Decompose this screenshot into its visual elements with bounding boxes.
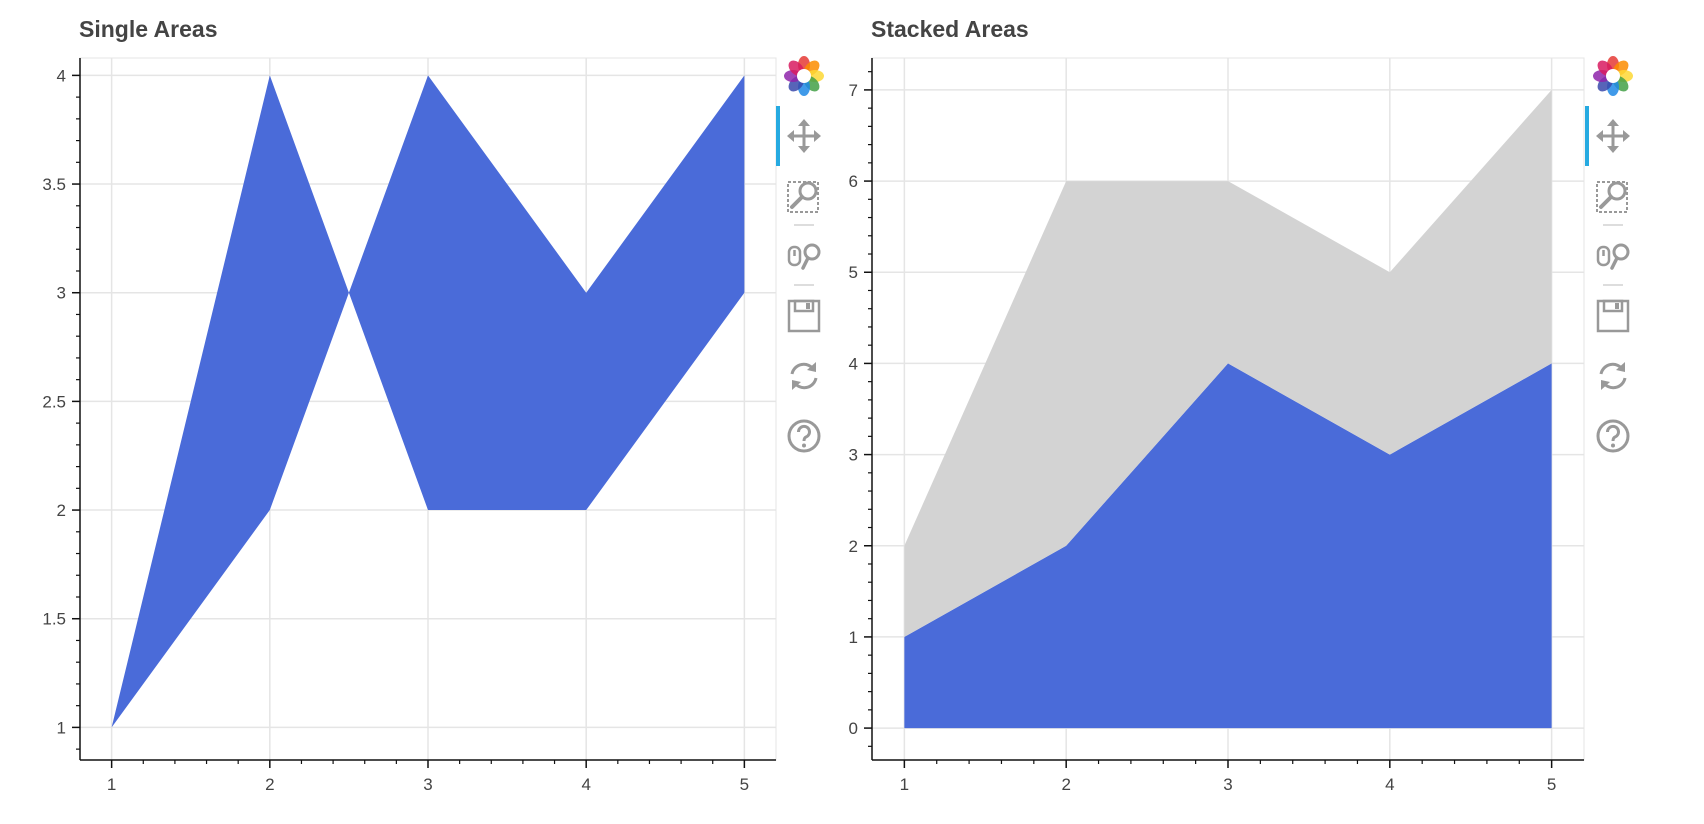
y-tick-label: 3.5 xyxy=(42,175,66,194)
x-tick-label: 5 xyxy=(740,775,749,794)
y-tick-label: 2.5 xyxy=(42,392,66,411)
x-tick-label: 2 xyxy=(265,775,274,794)
bokeh-logo-icon xyxy=(1591,54,1635,98)
toolbar-separator xyxy=(1603,224,1623,226)
pan-icon xyxy=(1595,118,1631,154)
y-tick-label: 4 xyxy=(849,354,858,373)
y-tick-label: 6 xyxy=(849,172,858,191)
x-tick-label: 1 xyxy=(107,775,116,794)
x-tick-label: 2 xyxy=(1061,775,1070,794)
x-tick-label: 4 xyxy=(581,775,590,794)
toolbar-separator xyxy=(794,284,814,286)
y-tick-label: 1.5 xyxy=(42,610,66,629)
y-tick-label: 4 xyxy=(57,66,66,85)
toolbar-separator xyxy=(1603,284,1623,286)
area-series-1 xyxy=(111,75,745,728)
reset-icon xyxy=(1595,358,1631,394)
y-tick-label: 0 xyxy=(849,719,858,738)
reset-tool-single[interactable] xyxy=(778,354,830,398)
pan-icon xyxy=(786,118,822,154)
y-tick-label: 2 xyxy=(57,501,66,520)
pan-tool-single[interactable] xyxy=(778,114,830,158)
bokeh-logo-tool-single[interactable] xyxy=(778,54,830,98)
y-tick-label: 2 xyxy=(849,537,858,556)
save-tool-single[interactable] xyxy=(778,294,830,338)
stacked-area-series-1 xyxy=(904,363,1552,729)
help-icon xyxy=(786,418,822,454)
chart-title-single-areas: Single Areas xyxy=(79,16,218,42)
pan-tool-stacked[interactable] xyxy=(1587,114,1639,158)
x-tick-label: 3 xyxy=(1223,775,1232,794)
wheel-zoom-icon xyxy=(1595,238,1631,274)
bokeh-logo-tool-stacked[interactable] xyxy=(1587,54,1639,98)
box-zoom-tool-stacked[interactable] xyxy=(1587,174,1639,218)
active-tool-indicator xyxy=(776,106,780,166)
x-tick-label: 1 xyxy=(900,775,909,794)
x-tick-label: 4 xyxy=(1385,775,1394,794)
reset-icon xyxy=(786,358,822,394)
box-zoom-tool-single[interactable] xyxy=(778,174,830,218)
wheel-zoom-tool-single[interactable] xyxy=(778,234,830,278)
help-tool-single[interactable] xyxy=(778,414,830,458)
box-zoom-icon xyxy=(786,178,822,214)
chart-title-stacked-areas: Stacked Areas xyxy=(871,16,1029,42)
stacked-area-series-2 xyxy=(904,89,1552,637)
box-zoom-icon xyxy=(1595,178,1631,214)
y-tick-label: 3 xyxy=(57,284,66,303)
save-icon xyxy=(786,298,822,334)
chart-1: 1 1.5 2 2.5 3 3.5 4 1 2 3 4 5 xyxy=(42,57,777,794)
toolbar-separator xyxy=(794,224,814,226)
chart-2: 0 1 2 3 4 5 6 7 1 2 3 4 5 xyxy=(849,57,1585,794)
y-tick-label: 1 xyxy=(849,628,858,647)
save-icon xyxy=(1595,298,1631,334)
x-tick-label: 3 xyxy=(423,775,432,794)
bokeh-logo-icon xyxy=(782,54,826,98)
wheel-zoom-icon xyxy=(786,238,822,274)
help-tool-stacked[interactable] xyxy=(1587,414,1639,458)
y-tick-label: 7 xyxy=(849,81,858,100)
y-tick-label: 1 xyxy=(57,718,66,737)
y-tick-label: 5 xyxy=(849,263,858,282)
save-tool-stacked[interactable] xyxy=(1587,294,1639,338)
wheel-zoom-tool-stacked[interactable] xyxy=(1587,234,1639,278)
active-tool-indicator xyxy=(1585,106,1589,166)
x-tick-label: 5 xyxy=(1547,775,1556,794)
reset-tool-stacked[interactable] xyxy=(1587,354,1639,398)
y-tick-label: 3 xyxy=(849,446,858,465)
help-icon xyxy=(1595,418,1631,454)
